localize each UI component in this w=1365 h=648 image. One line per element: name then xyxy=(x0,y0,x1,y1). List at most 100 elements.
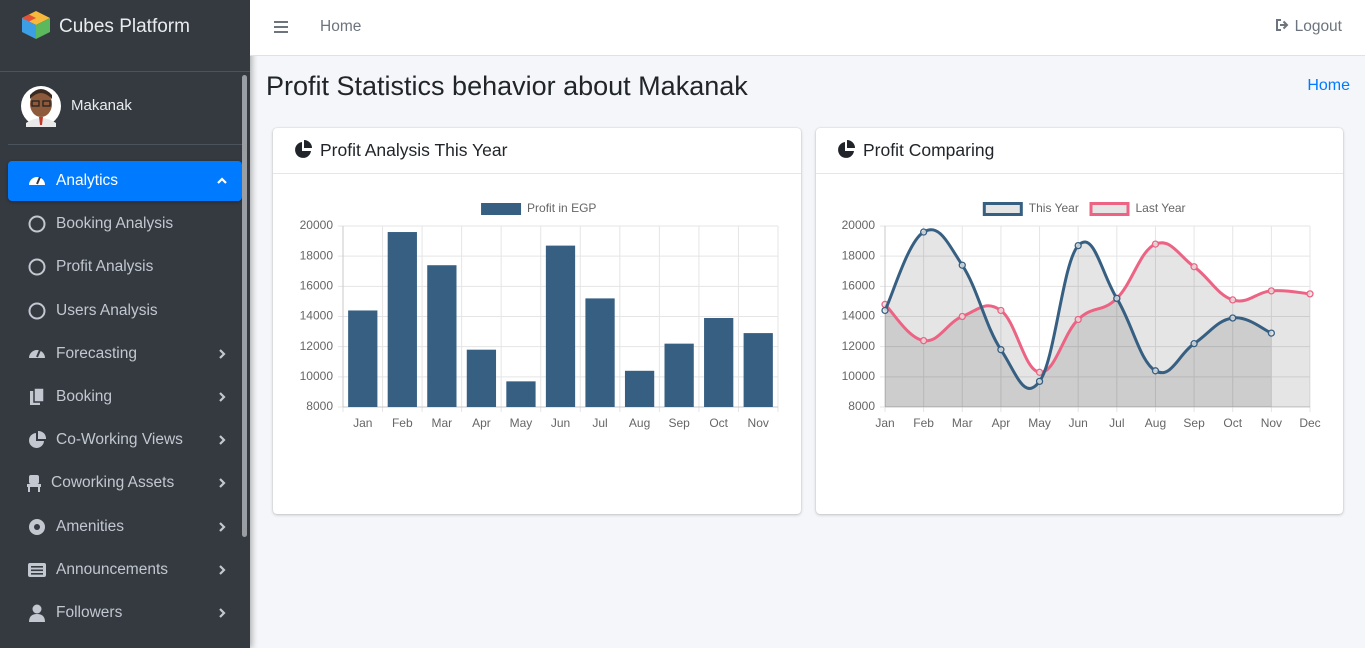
chart-card: Profit Comparing 8000 10000 12000 14000 1600… xyxy=(816,128,1343,514)
point xyxy=(958,312,966,321)
breadcrumb[interactable]: Home xyxy=(1307,77,1350,94)
y-tick-label: 16000 xyxy=(300,279,334,293)
menu-label: Announcements xyxy=(56,560,169,578)
point xyxy=(1035,377,1044,386)
x-tick-label: Mar xyxy=(952,416,973,430)
x-tick-label: Apr xyxy=(472,416,491,430)
x-tick-label: Nov xyxy=(748,416,769,430)
brand-logo xyxy=(22,11,50,39)
chart: 8000 10000 12000 14000 16000 18000 20000 Jan Feb… xyxy=(842,201,1321,430)
point xyxy=(1267,287,1276,295)
menu-item[interactable]: Booking xyxy=(8,377,242,417)
x-tick-label: Jul xyxy=(592,416,607,430)
menu-icon xyxy=(29,431,47,449)
menu-item[interactable]: Followers xyxy=(8,593,242,633)
y-tick-label: 10000 xyxy=(842,369,876,383)
menu-icon xyxy=(29,349,45,358)
chevron xyxy=(219,435,226,445)
menu-item[interactable]: Forecasting xyxy=(8,334,242,374)
legend-label: Profit in EGP xyxy=(527,201,596,215)
menu-label: Coworking Assets xyxy=(51,474,175,492)
menu-item[interactable]: Amenities xyxy=(8,507,242,547)
x-tick-label: Jun xyxy=(551,416,570,430)
chart-card: Profit Analysis This Year 8000 10000 12000… xyxy=(273,128,801,514)
chevron xyxy=(219,478,226,489)
x-tick-label: Oct xyxy=(1223,416,1242,430)
navbar: Home Logout xyxy=(250,0,1365,56)
menu-label: Users Analysis xyxy=(56,301,158,319)
menu-icon xyxy=(28,215,46,233)
x-tick-label: Jan xyxy=(875,416,894,430)
bar xyxy=(664,343,694,407)
card-header: Profit Comparing xyxy=(816,128,1343,174)
point xyxy=(1151,367,1160,375)
bar xyxy=(545,245,576,407)
menu-item[interactable]: Profit Analysis xyxy=(8,247,242,287)
y-tick-label: 20000 xyxy=(300,218,334,232)
x-tick-label: Jan xyxy=(353,416,372,430)
x-tick-label: Mar xyxy=(432,416,453,430)
chevron xyxy=(219,392,226,402)
point xyxy=(1190,263,1198,271)
legend-label: This Year xyxy=(1029,201,1079,215)
x-tick-label: Feb xyxy=(913,416,934,430)
legend-swatch xyxy=(982,202,1023,216)
legend-swatch xyxy=(1089,202,1130,216)
point xyxy=(1190,339,1198,348)
menu-item[interactable]: Coworking Assets xyxy=(8,463,242,503)
menu-label: Co-Working Views xyxy=(56,431,183,449)
user-panel[interactable]: Makanak xyxy=(8,72,242,145)
menu-icon xyxy=(28,302,46,320)
area xyxy=(885,242,1310,407)
menu-toggle[interactable] xyxy=(274,20,290,34)
menu-item[interactable]: Co-Working Views xyxy=(8,420,242,460)
point xyxy=(919,228,928,236)
menu-icon xyxy=(28,562,46,577)
point xyxy=(881,306,889,315)
avatar xyxy=(21,86,61,127)
x-tick-label: Feb xyxy=(392,416,413,430)
point xyxy=(997,306,1005,315)
card-title: Profit Analysis This Year xyxy=(320,140,508,160)
chevron xyxy=(219,521,226,532)
page-title: Profit Statistics behavior about Makanak xyxy=(266,71,748,101)
chevron xyxy=(217,177,227,184)
y-tick-label: 14000 xyxy=(842,309,876,323)
y-tick-label: 18000 xyxy=(842,248,876,262)
scrollbar[interactable] xyxy=(242,75,247,537)
menu-item[interactable]: Booking Analysis xyxy=(8,204,242,244)
bar xyxy=(624,370,655,407)
menu-item[interactable]: Users Analysis xyxy=(8,291,242,331)
y-tick-label: 12000 xyxy=(300,339,334,353)
x-tick-label: Oct xyxy=(709,416,728,430)
x-tick-label: Aug xyxy=(1145,416,1166,430)
nav-link[interactable]: Home xyxy=(320,18,362,35)
point xyxy=(1074,315,1082,324)
menu-icon xyxy=(30,387,45,405)
x-tick-label: Sep xyxy=(1183,416,1205,430)
point xyxy=(1074,241,1082,250)
brand[interactable]: Cubes Platform xyxy=(0,0,250,72)
bar xyxy=(348,310,378,407)
pie-icon xyxy=(295,140,312,158)
menu-icon xyxy=(29,604,45,622)
x-tick-label: Nov xyxy=(1261,416,1282,430)
y-tick-label: 18000 xyxy=(300,248,334,262)
brand-name: Cubes Platform xyxy=(59,16,190,37)
x-tick-label: Jul xyxy=(1109,416,1124,430)
menu-item[interactable]: Analytics xyxy=(8,161,242,201)
bar xyxy=(506,381,536,407)
x-tick-label: Sep xyxy=(668,416,690,430)
logout-icon xyxy=(1276,19,1289,31)
menu-label: Booking Analysis xyxy=(56,215,174,233)
chevron xyxy=(219,608,226,618)
logout[interactable]: Logout xyxy=(1275,18,1342,36)
point xyxy=(1151,240,1160,248)
point xyxy=(997,346,1005,354)
y-tick-label: 12000 xyxy=(842,339,876,353)
chevron xyxy=(219,349,226,359)
point xyxy=(1267,329,1276,337)
y-tick-label: 8000 xyxy=(306,399,333,413)
menu-item[interactable]: Announcements xyxy=(8,550,242,590)
